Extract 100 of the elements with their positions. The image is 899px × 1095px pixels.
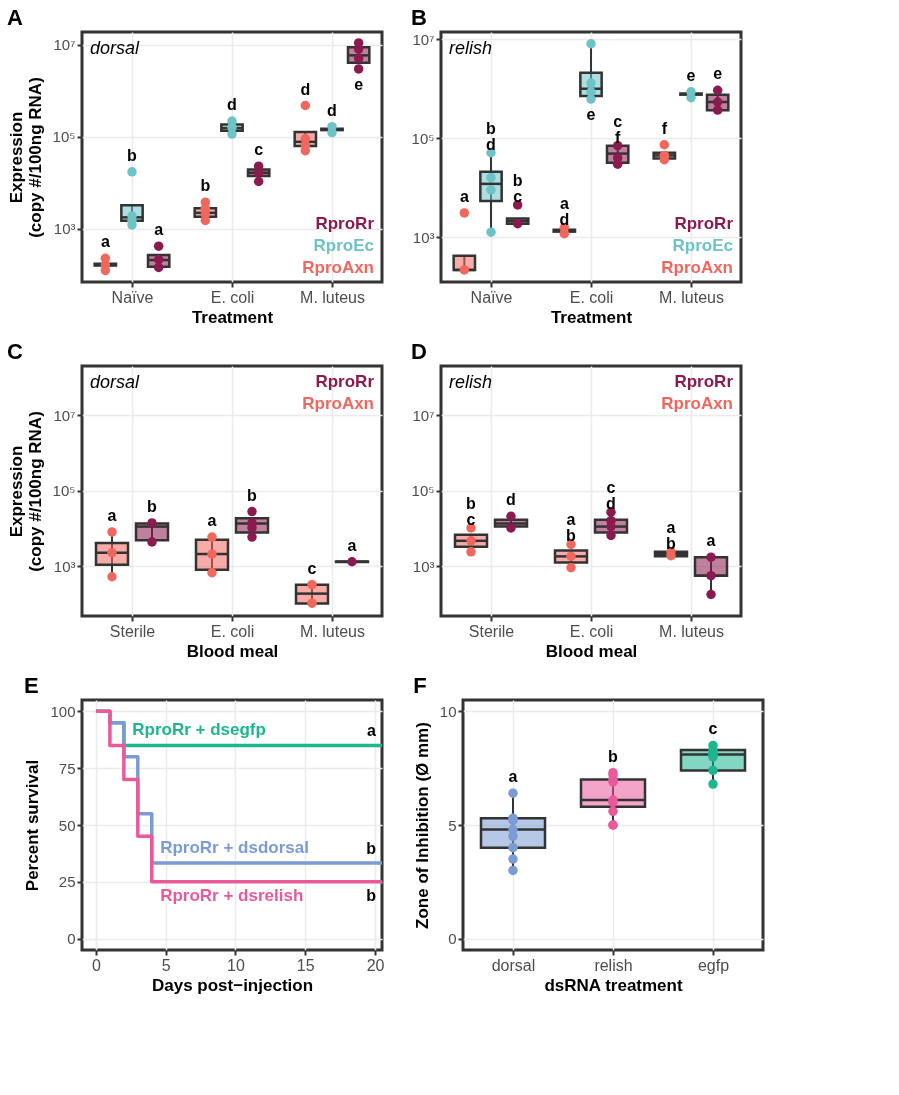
x-axis-title: Treatment [550, 307, 633, 327]
y-tick-label: 100 [50, 702, 76, 720]
x-tick-label: M. luteus [659, 622, 724, 640]
annotation: b d [486, 119, 497, 153]
y-tick-label: 10⁵ [411, 129, 435, 147]
y-tick-label: 10⁷ [53, 36, 76, 54]
annotation: a [207, 512, 217, 530]
annotation: e [354, 75, 364, 93]
x-tick-label: egfp [697, 956, 730, 974]
annotation: b c [466, 494, 477, 528]
x-tick-label: 5 [161, 956, 171, 974]
text: RproAxn [661, 258, 733, 277]
y-tick-label: 0 [448, 930, 457, 948]
text: RproEc [672, 236, 733, 255]
annotation: b [247, 486, 258, 504]
y-tick-label: 0 [67, 930, 76, 948]
annotation: b c [512, 171, 523, 205]
x-tick-label: M. luteus [300, 288, 365, 306]
x-tick-label: E. coli [210, 288, 255, 306]
text: RproRr [674, 372, 734, 391]
x-axis-title: dsRNA treatment [544, 975, 683, 995]
x-tick-label: relish [594, 956, 633, 974]
annotation: a [706, 532, 716, 550]
annotation: d [506, 491, 516, 509]
annotation: a [347, 536, 357, 554]
y-tick-label: 10³ [412, 557, 435, 575]
text: RproRr [315, 214, 375, 233]
chart-title: B [411, 5, 427, 30]
x-tick-label: E. coli [210, 622, 255, 640]
chart-title: D [411, 339, 427, 364]
y-tick-label: 10⁵ [52, 482, 76, 500]
x-tick-label: 0 [92, 956, 101, 974]
y-tick-label: 10⁷ [412, 406, 435, 424]
annotation: b [200, 177, 211, 195]
series-label: RproRr + dsdorsal [160, 837, 309, 857]
x-tick-label: 10 [227, 956, 245, 974]
text: RproAxn [661, 394, 733, 413]
annotation: c [307, 559, 317, 577]
annotation: a d [559, 194, 570, 228]
x-tick-label: E. coli [569, 288, 614, 306]
annotation: b [147, 497, 158, 515]
annotation: b [608, 747, 619, 765]
annotation: b [366, 886, 377, 904]
y-tick-label: 5 [448, 816, 457, 834]
y-tick-label: 75 [58, 759, 76, 777]
y-tick-label: 25 [58, 873, 76, 891]
x-tick-label: Naïve [470, 288, 513, 306]
chart-title: C [7, 339, 24, 364]
chart-subtitle: relish [449, 372, 493, 392]
annotation: e [586, 106, 596, 124]
text: RproEc [313, 236, 374, 255]
x-tick-label: 20 [366, 956, 385, 974]
series-label: RproRr + dsrelish [160, 885, 304, 905]
y-tick-label: 10³ [412, 228, 435, 246]
annotation: c [708, 720, 718, 738]
annotation: b [366, 839, 377, 857]
annotation: c [254, 141, 264, 159]
y-tick-label: 10³ [53, 557, 76, 575]
x-tick-label: Sterile [109, 622, 156, 640]
text: RproRr [674, 214, 734, 233]
y-tick-label: 50 [58, 816, 76, 834]
annotation: a b [666, 518, 677, 552]
chart-title: E [23, 673, 39, 698]
annotation: a [459, 187, 469, 205]
y-axis-title: Percent survival [23, 759, 43, 892]
chart-title: A [7, 5, 24, 30]
annotation: d [300, 80, 311, 98]
x-axis-title: Days post−injection [151, 975, 314, 995]
annotation: a [367, 722, 377, 740]
x-tick-label: 15 [296, 956, 315, 974]
y-tick-label: 10⁵ [411, 482, 435, 500]
annotation: c d [606, 479, 616, 513]
annotation: a [154, 221, 164, 239]
x-tick-label: Naïve [111, 288, 154, 306]
x-tick-label: Sterile [468, 622, 515, 640]
annotation: a [508, 768, 518, 786]
chart-subtitle: relish [449, 38, 493, 58]
annotation: f [661, 119, 668, 137]
annotation: a b [566, 511, 577, 545]
annotation: d [227, 96, 237, 114]
y-tick-label: 10³ [53, 220, 76, 238]
y-tick-label: 10⁵ [52, 128, 76, 146]
annotation: a [107, 506, 117, 524]
chart-title: F [413, 673, 427, 698]
y-axis-title: Zone of Inhibition (Ø mm) [412, 722, 432, 929]
x-tick-label: E. coli [569, 622, 614, 640]
series-label: RproRr + dsegfp [132, 720, 266, 740]
x-axis-title: Treatment [191, 307, 274, 327]
y-tick-label: 10⁷ [53, 406, 76, 424]
text: RproAxn [302, 258, 374, 277]
x-axis-title: Blood meal [186, 641, 279, 661]
annotation: e [713, 65, 723, 83]
y-tick-label: 10 [439, 702, 457, 720]
x-axis-title: Blood meal [545, 641, 638, 661]
chart-subtitle: dorsal [90, 372, 141, 392]
y-axis-title: Expression (copy #/100ng RNA) [6, 77, 45, 238]
x-tick-label: M. luteus [300, 622, 365, 640]
annotation: e [686, 66, 696, 84]
x-tick-label: M. luteus [659, 288, 724, 306]
y-axis-title: Expression (copy #/100ng RNA) [6, 411, 45, 572]
